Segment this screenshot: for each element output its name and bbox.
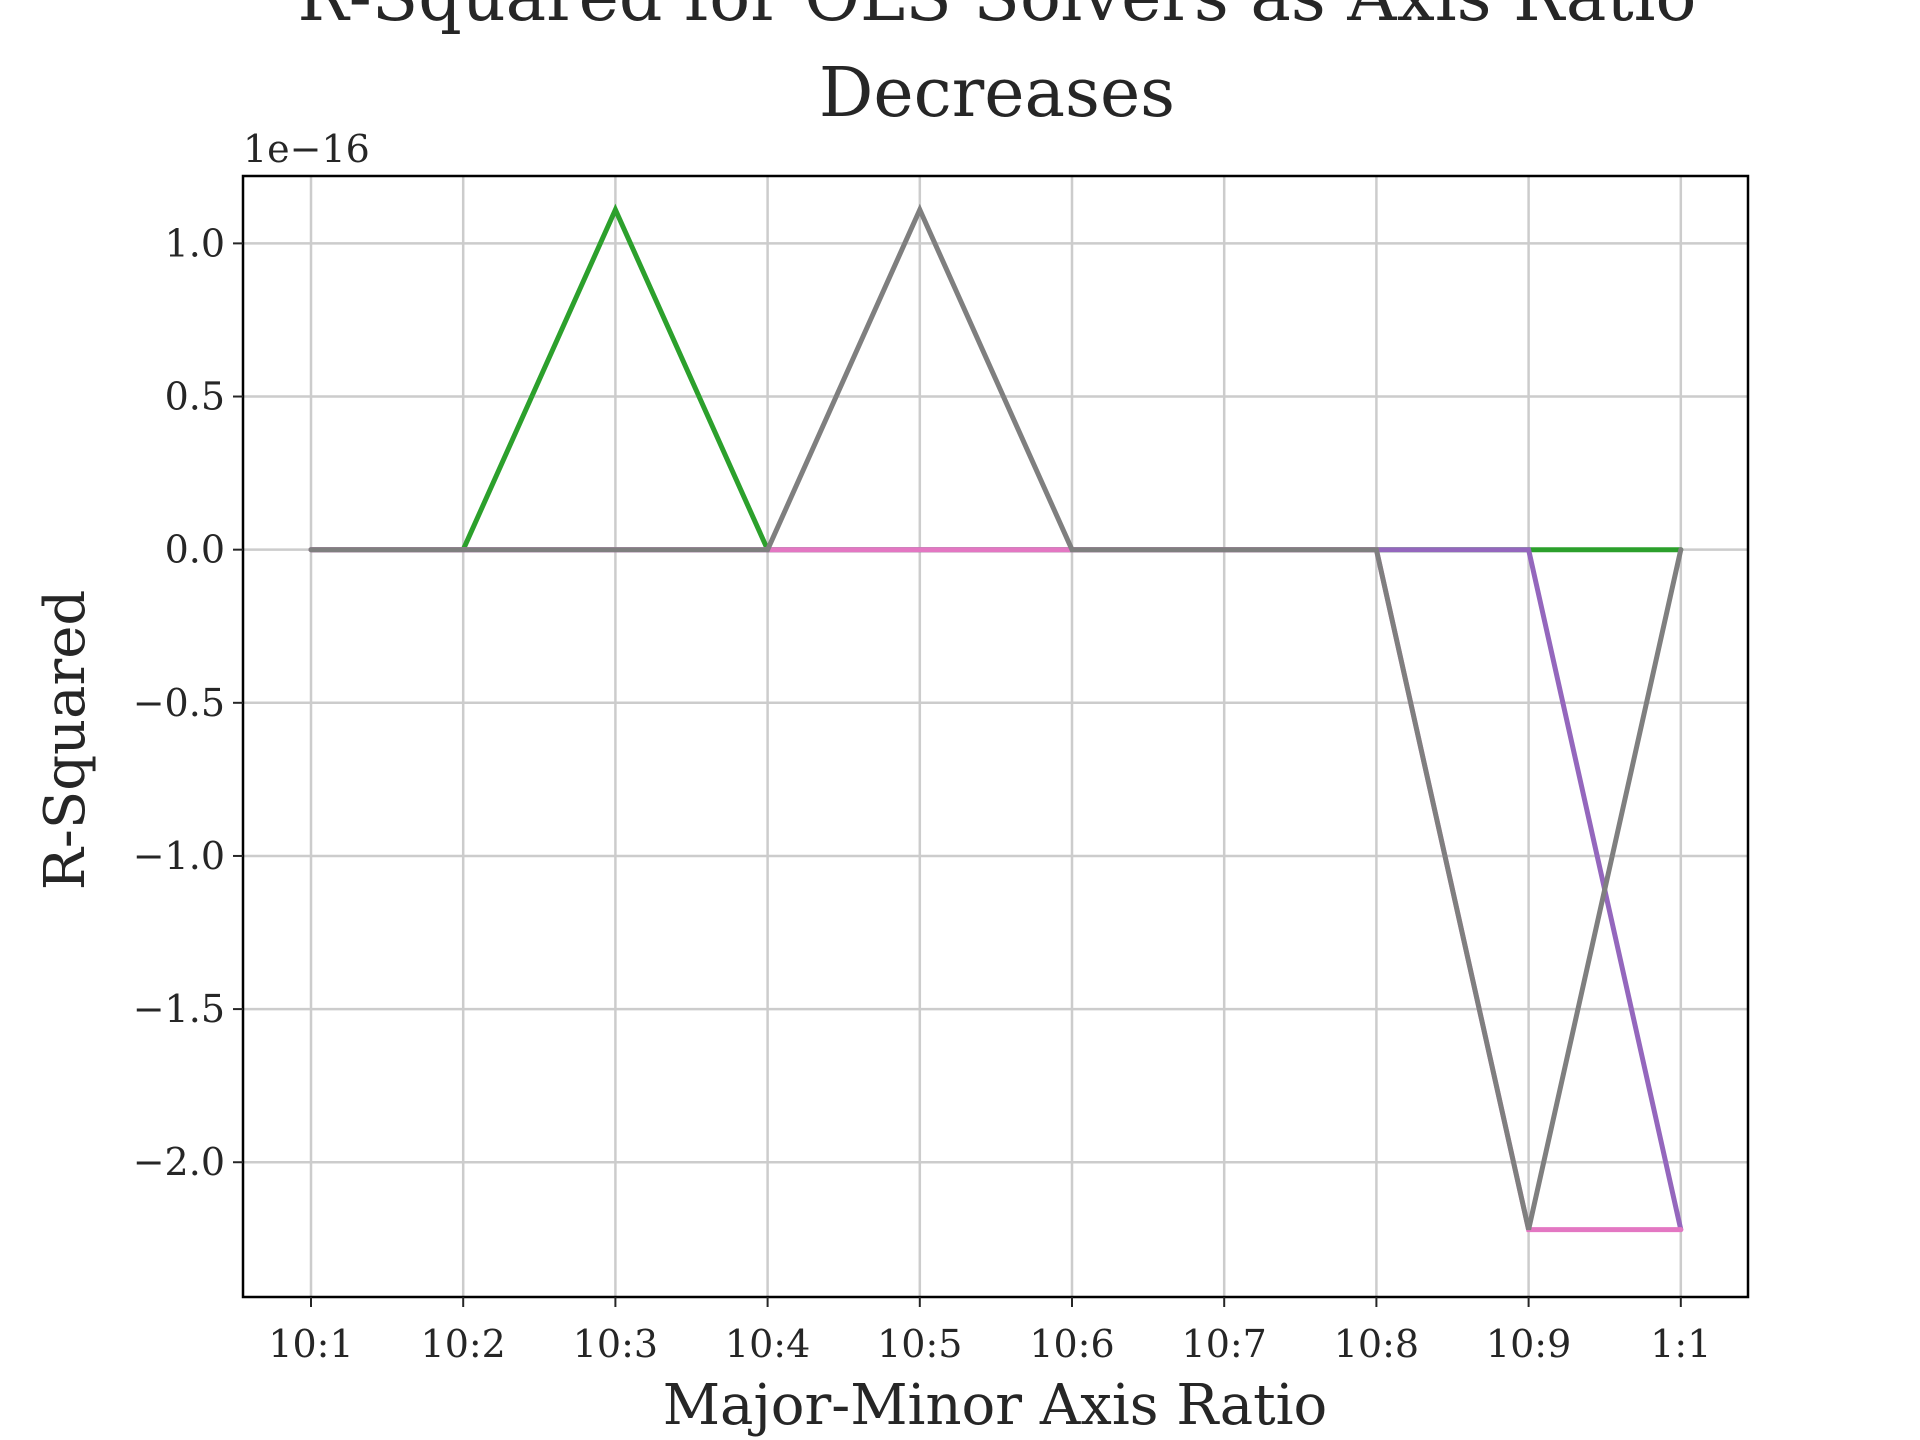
x-tick-label: 1:1 (1650, 1322, 1711, 1366)
x-tick-label: 10:6 (1029, 1322, 1114, 1366)
x-tick-label: 10:2 (421, 1322, 506, 1366)
x-tick-label: 10:3 (573, 1322, 658, 1366)
x-tick-label: 10:4 (725, 1322, 810, 1366)
y-tick-label: −1.0 (133, 834, 225, 878)
series-line-4 (308, 203, 1684, 1231)
plot-frame (241, 174, 1750, 1299)
x-tick-label: 10:5 (877, 1322, 962, 1366)
y-axis-label: R-Squared (33, 590, 98, 891)
y-tick-label: −2.0 (133, 1140, 225, 1184)
x-tick-label: 10:9 (1486, 1322, 1571, 1366)
y-tick-label: 1.0 (165, 221, 225, 265)
x-tick-label: 10:1 (268, 1322, 353, 1366)
chart-title-line1: R-Squared for OLS Solvers as Axis Ratio (298, 0, 1697, 37)
y-tick-label: −0.5 (133, 681, 225, 725)
y-offset-label: 1e−16 (243, 127, 370, 171)
y-tick-label: 0.5 (165, 375, 225, 419)
x-tick-labels: 10:1 10:2 10:3 10:4 10:5 10:6 10:7 10:8 10:9 1:1 (268, 1297, 1711, 1366)
x-tick-label: 10:8 (1334, 1322, 1419, 1366)
x-tick-label: 10:7 (1182, 1322, 1267, 1366)
series-lines (308, 203, 1684, 1233)
y-tick-label: −1.5 (133, 987, 225, 1031)
series-line-3 (308, 547, 1684, 1233)
chart-title-line2: Decreases (819, 54, 1175, 133)
y-tick-label: 0.0 (165, 528, 225, 572)
y-tick-labels: 1.0 0.5 0.0 −0.5 −1.0 −1.5 −2.0 (133, 221, 243, 1184)
grid-lines (243, 176, 1748, 1297)
series-line-2 (308, 547, 1684, 1233)
x-axis-label: Major-Minor Axis Ratio (663, 1373, 1328, 1438)
